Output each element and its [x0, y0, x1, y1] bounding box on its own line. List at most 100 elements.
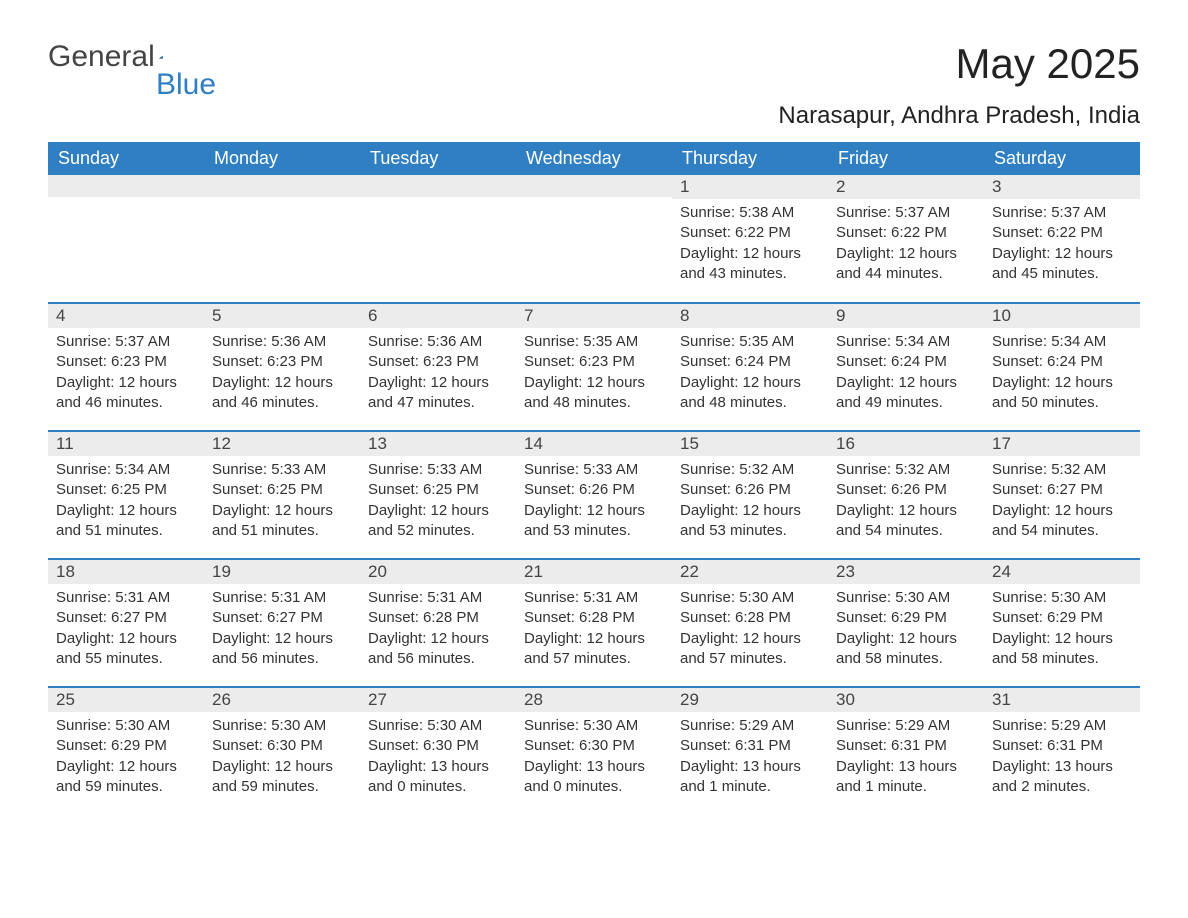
- day-number: 20: [360, 560, 516, 584]
- calendar-cell: 10Sunrise: 5:34 AMSunset: 6:24 PMDayligh…: [984, 303, 1140, 431]
- sunrise-text: Sunrise: 5:30 AM: [56, 716, 196, 736]
- calendar-cell: 4Sunrise: 5:37 AMSunset: 6:23 PMDaylight…: [48, 303, 204, 431]
- calendar-week: 25 Sunrise: 5:30 AMSunset: 6:29 PM Dayligh…: [48, 687, 1140, 815]
- calendar-cell: 3Sunrise: 5:37 AMSunset: 6:22 PMDaylight…: [984, 175, 1140, 303]
- calendar-cell: 14Sunrise: 5:33 AMSunset: 6:26 PMDayligh…: [516, 431, 672, 559]
- calendar-cell: 6Sunrise: 5:36 AMSunset: 6:23 PMDaylight…: [360, 303, 516, 431]
- empty-day: [516, 175, 672, 197]
- calendar-week: 1Sunrise: 5:38 AMSunset: 6:22 PMDaylight…: [48, 175, 1140, 303]
- calendar-cell: 5Sunrise: 5:36 AMSunset: 6:23 PMDaylight…: [204, 303, 360, 431]
- calendar-cell: 30Sunrise: 5:29 AMSunset: 6:31 PMDayligh…: [828, 687, 984, 815]
- day-number: 30: [828, 688, 984, 712]
- daylight-text: Daylight: 12 hours and 51 minutes.: [56, 501, 196, 542]
- calendar-cell: 7Sunrise: 5:35 AMSunset: 6:23 PMDaylight…: [516, 303, 672, 431]
- day-number: 28: [516, 688, 672, 712]
- weekday-header: Monday: [204, 142, 360, 175]
- daylight-text: Daylight: 13 hours and 0 minutes.: [524, 757, 664, 798]
- day-details: Sunrise: 5:29 AMSunset: 6:31 PMDaylight:…: [984, 712, 1140, 805]
- daylight-text: Daylight: 12 hours and 44 minutes.: [836, 244, 976, 285]
- daylight-text: Daylight: 12 hours and 48 minutes.: [524, 373, 664, 414]
- day-number: 15: [672, 432, 828, 456]
- sunset-text: Sunset: 6:27 PM: [56, 608, 196, 628]
- calendar-cell: 28Sunrise: 5:30 AMSunset: 6:30 PMDayligh…: [516, 687, 672, 815]
- sunset-text: Sunset: 6:26 PM: [836, 480, 976, 500]
- daylight-text: Daylight: 13 hours and 0 minutes.: [368, 757, 508, 798]
- day-number: 29: [672, 688, 828, 712]
- sunset-text: Sunset: 6:22 PM: [680, 223, 820, 243]
- day-number: 25: [48, 688, 204, 712]
- sunrise-text: Sunrise: 5:34 AM: [836, 332, 976, 352]
- calendar-week: 4Sunrise: 5:37 AMSunset: 6:23 PMDaylight…: [48, 303, 1140, 431]
- daylight-text: Daylight: 12 hours and 53 minutes.: [524, 501, 664, 542]
- sunset-text: Sunset: 6:31 PM: [680, 736, 820, 756]
- calendar-cell: [516, 175, 672, 303]
- day-details: Sunrise: 5:34 AMSunset: 6:25 PMDaylight:…: [48, 456, 204, 549]
- sunset-text: Sunset: 6:29 PM: [56, 736, 196, 756]
- sunset-text: Sunset: 6:23 PM: [56, 352, 196, 372]
- daylight-text: Daylight: 12 hours and 56 minutes.: [212, 629, 352, 670]
- day-number: 13: [360, 432, 516, 456]
- daylight-text: Daylight: 12 hours and 51 minutes.: [212, 501, 352, 542]
- calendar-cell: [48, 175, 204, 303]
- day-number: 24: [984, 560, 1140, 584]
- sunset-text: Sunset: 6:22 PM: [836, 223, 976, 243]
- day-details: Sunrise: 5:29 AMSunset: 6:31 PMDaylight:…: [828, 712, 984, 805]
- sunset-text: Sunset: 6:26 PM: [524, 480, 664, 500]
- calendar-cell: 17Sunrise: 5:32 AMSunset: 6:27 PMDayligh…: [984, 431, 1140, 559]
- day-number: 18: [48, 560, 204, 584]
- weekday-header: Friday: [828, 142, 984, 175]
- sunset-text: Sunset: 6:28 PM: [524, 608, 664, 628]
- day-details: Sunrise: 5:33 AMSunset: 6:25 PMDaylight:…: [204, 456, 360, 549]
- day-details: Sunrise: 5:30 AMSunset: 6:30 PMDaylight:…: [360, 712, 516, 805]
- day-number: 19: [204, 560, 360, 584]
- day-details: Sunrise: 5:32 AMSunset: 6:27 PMDaylight:…: [984, 456, 1140, 549]
- day-details: Sunrise: 5:36 AMSunset: 6:23 PMDaylight:…: [204, 328, 360, 421]
- day-details: Sunrise: 5:36 AMSunset: 6:23 PMDaylight:…: [360, 328, 516, 421]
- daylight-text: Daylight: 12 hours and 58 minutes.: [836, 629, 976, 670]
- day-number: 2: [828, 175, 984, 199]
- day-number: 5: [204, 304, 360, 328]
- calendar-cell: 31Sunrise: 5:29 AMSunset: 6:31 PMDayligh…: [984, 687, 1140, 815]
- sunset-text: Sunset: 6:30 PM: [368, 736, 508, 756]
- sunset-text: Sunset: 6:30 PM: [524, 736, 664, 756]
- day-number: 22: [672, 560, 828, 584]
- day-details: Sunrise: 5:33 AMSunset: 6:25 PMDaylight:…: [360, 456, 516, 549]
- sunset-text: Sunset: 6:26 PM: [680, 480, 820, 500]
- calendar-cell: 20Sunrise: 5:31 AMSunset: 6:28 PMDayligh…: [360, 559, 516, 687]
- weekday-header: Saturday: [984, 142, 1140, 175]
- day-details: Sunrise: 5:31 AMSunset: 6:28 PMDaylight:…: [516, 584, 672, 677]
- day-number: 7: [516, 304, 672, 328]
- sunset-text: Sunset: 6:24 PM: [680, 352, 820, 372]
- day-details: Sunrise: 5:34 AMSunset: 6:24 PMDaylight:…: [984, 328, 1140, 421]
- day-number: 26: [204, 688, 360, 712]
- calendar-header: SundayMondayTuesdayWednesdayThursdayFrid…: [48, 142, 1140, 175]
- day-details: Sunrise: 5:29 AMSunset: 6:31 PMDaylight:…: [672, 712, 828, 805]
- daylight-text: Daylight: 12 hours and 43 minutes.: [680, 244, 820, 285]
- daylight-text: Daylight: 13 hours and 1 minute.: [680, 757, 820, 798]
- calendar-cell: [204, 175, 360, 303]
- day-number: 11: [48, 432, 204, 456]
- sunrise-text: Sunrise: 5:30 AM: [836, 588, 976, 608]
- sunset-text: Sunset: 6:30 PM: [212, 736, 352, 756]
- sunset-text: Sunset: 6:31 PM: [992, 736, 1132, 756]
- calendar-body: 1Sunrise: 5:38 AMSunset: 6:22 PMDaylight…: [48, 175, 1140, 815]
- day-details: Sunrise: 5:35 AMSunset: 6:24 PMDaylight:…: [672, 328, 828, 421]
- empty-day: [204, 175, 360, 197]
- daylight-text: Daylight: 12 hours and 58 minutes.: [992, 629, 1132, 670]
- day-details: Sunrise: 5:30 AMSunset: 6:30 PMDaylight:…: [516, 712, 672, 805]
- calendar-cell: [360, 175, 516, 303]
- sunrise-text: Sunrise: 5:38 AM: [680, 203, 820, 223]
- day-details: Sunrise: 5:30 AMSunset: 6:30 PMDaylight:…: [204, 712, 360, 805]
- sunset-text: Sunset: 6:25 PM: [368, 480, 508, 500]
- flag-icon: [159, 47, 164, 67]
- day-number: 23: [828, 560, 984, 584]
- sunrise-text: Sunrise: 5:29 AM: [992, 716, 1132, 736]
- day-details: Sunrise: 5:30 AMSunset: 6:29 PMDaylight:…: [984, 584, 1140, 677]
- sunset-text: Sunset: 6:23 PM: [212, 352, 352, 372]
- sunrise-text: Sunrise: 5:31 AM: [368, 588, 508, 608]
- calendar-cell: 18Sunrise: 5:31 AMSunset: 6:27 PMDayligh…: [48, 559, 204, 687]
- calendar-cell: 23Sunrise: 5:30 AMSunset: 6:29 PMDayligh…: [828, 559, 984, 687]
- day-number: 6: [360, 304, 516, 328]
- sunset-text: Sunset: 6:28 PM: [368, 608, 508, 628]
- sunrise-text: Sunrise: 5:29 AM: [836, 716, 976, 736]
